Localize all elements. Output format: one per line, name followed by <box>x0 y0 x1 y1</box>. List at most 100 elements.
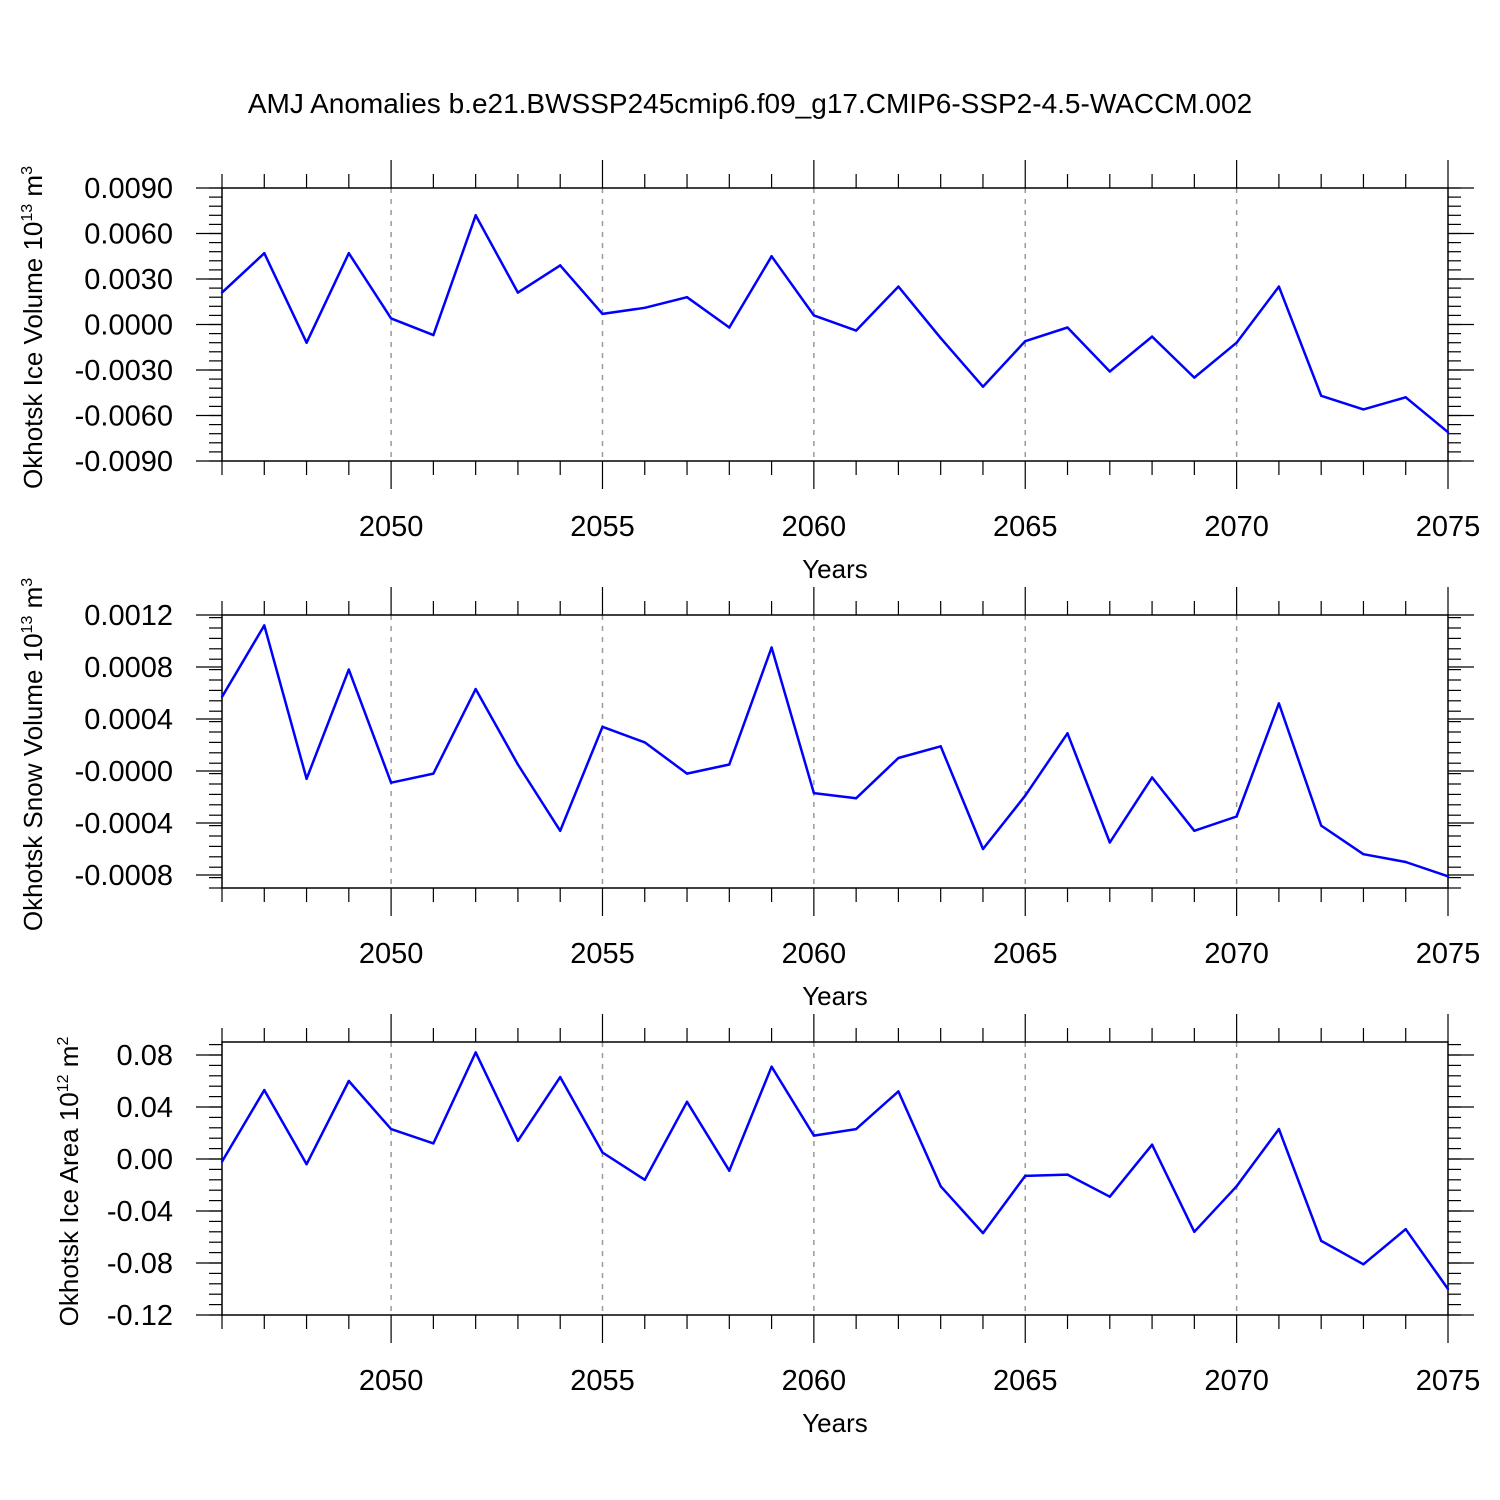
data-point <box>1150 335 1154 338</box>
data-point <box>1404 860 1407 864</box>
y-tick-label: -0.08 <box>107 1248 173 1280</box>
x-tick-label: 2070 <box>1204 938 1269 970</box>
data-point <box>728 326 731 329</box>
plot-frame <box>221 614 1449 889</box>
y-axis-title-main: Okhotsk Ice Area 10 <box>54 1092 84 1326</box>
data-point <box>1277 285 1281 288</box>
chart-panel-2: -0.0008 -0.0004 -0.0000 0.0004 0.0008 0.0012 2… <box>18 578 1480 1011</box>
y-axis-title-unit-exponent: 2 <box>55 1037 72 1046</box>
x-tick-label: 2060 <box>782 1365 847 1397</box>
data-point <box>516 1139 520 1143</box>
data-point <box>263 1088 266 1092</box>
data-point <box>347 1079 351 1083</box>
data-point <box>1066 732 1069 735</box>
data-point <box>728 1169 731 1172</box>
data-point <box>1362 853 1365 856</box>
data-point <box>770 646 773 649</box>
data-point <box>305 341 308 344</box>
data-point <box>263 252 266 255</box>
data-point <box>1404 1228 1407 1231</box>
x-tick-label: 2065 <box>993 511 1058 543</box>
data-point <box>685 772 689 775</box>
data-point <box>1319 1239 1323 1243</box>
data-point <box>1193 829 1196 832</box>
data-point <box>1108 841 1111 844</box>
data-point <box>728 763 731 766</box>
panels: -0.0090 -0.0060 -0.0030 0.0000 0.0030 0.0060 0… <box>18 160 1480 1438</box>
data-point <box>559 264 562 267</box>
data-point <box>854 1127 858 1131</box>
data-point <box>981 385 985 388</box>
data-point <box>854 797 858 800</box>
x-axis-title: Years <box>802 554 868 584</box>
data-point <box>1193 376 1196 379</box>
y-axis-title-unit: m <box>18 587 48 616</box>
x-tick-label: 2070 <box>1204 511 1269 543</box>
data-point <box>432 333 435 337</box>
data-point <box>643 1178 646 1182</box>
y-axis-title-exponent: 13 <box>19 204 36 222</box>
data-point <box>685 1100 689 1104</box>
data-point <box>1446 875 1450 878</box>
y-tick-label: -0.0004 <box>75 808 173 840</box>
y-axis-title-unit: m <box>18 175 48 204</box>
data-point <box>1235 1185 1238 1188</box>
data-point <box>1024 1174 1027 1178</box>
data-point <box>1066 1173 1069 1176</box>
chart-panel-1: -0.0090 -0.0060 -0.0030 0.0000 0.0030 0.0060 0… <box>18 160 1480 584</box>
data-point <box>389 781 393 784</box>
data-point <box>305 1163 308 1166</box>
data-point <box>1446 430 1450 434</box>
series-line <box>221 214 1449 434</box>
data-point <box>305 777 308 780</box>
data-point <box>812 1134 816 1137</box>
y-tick-label: -0.04 <box>107 1196 173 1228</box>
data-point <box>1277 702 1281 705</box>
x-tick-label: 2075 <box>1416 938 1481 970</box>
x-tick-label: 2060 <box>782 511 847 543</box>
data-point <box>432 1142 435 1145</box>
x-tick-label: 2065 <box>993 938 1058 970</box>
y-tick-label: 0.0004 <box>84 704 173 736</box>
y-tick-label: 0.00 <box>117 1144 173 1176</box>
data-point <box>263 624 266 627</box>
data-point <box>643 741 646 744</box>
data-point <box>643 306 646 310</box>
y-tick-label: 0.04 <box>117 1092 173 1124</box>
y-tick-label: -0.0000 <box>75 756 173 788</box>
x-tick-label: 2050 <box>359 938 424 970</box>
data-point <box>474 687 477 691</box>
y-axis-title-exponent: 12 <box>55 1074 72 1092</box>
data-point <box>1277 1127 1281 1131</box>
x-tick-label: 2050 <box>359 1365 424 1397</box>
y-axis-title: Okhotsk Ice Volume 1013 m3 <box>18 166 48 489</box>
x-axis-title: Years <box>802 981 868 1011</box>
data-point <box>812 791 816 795</box>
x-axis-title: Years <box>802 1408 868 1438</box>
series-line <box>220 624 1449 878</box>
x-tick-label: 2065 <box>993 1365 1058 1397</box>
data-point <box>1150 1143 1154 1146</box>
x-tick-label: 2055 <box>570 511 635 543</box>
y-axis-title-exponent: 13 <box>19 616 36 634</box>
data-point <box>389 317 393 320</box>
data-point <box>1066 326 1069 329</box>
y-axis-title-unit: m <box>54 1046 84 1075</box>
data-point <box>347 668 351 671</box>
data-point <box>347 252 351 255</box>
y-tick-label: 0.0090 <box>84 173 173 205</box>
data-point <box>1319 394 1323 397</box>
data-point <box>1235 341 1238 344</box>
data-point <box>1108 370 1111 373</box>
series-line <box>220 1051 1450 1290</box>
data-point <box>432 772 435 775</box>
x-tick-label: 2070 <box>1204 1365 1269 1397</box>
chart-panel-3: -0.12 -0.08 -0.04 0.00 0.04 0.08 2050 2055 2060 2… <box>54 1014 1480 1438</box>
y-axis-title-main: Okhotsk Ice Volume 10 <box>18 222 48 489</box>
data-point <box>474 1051 477 1054</box>
data-point <box>601 1151 604 1154</box>
x-tick-label: 2075 <box>1416 1365 1481 1397</box>
y-tick-label: -0.0008 <box>75 860 173 892</box>
x-tick-label: 2055 <box>570 938 635 970</box>
